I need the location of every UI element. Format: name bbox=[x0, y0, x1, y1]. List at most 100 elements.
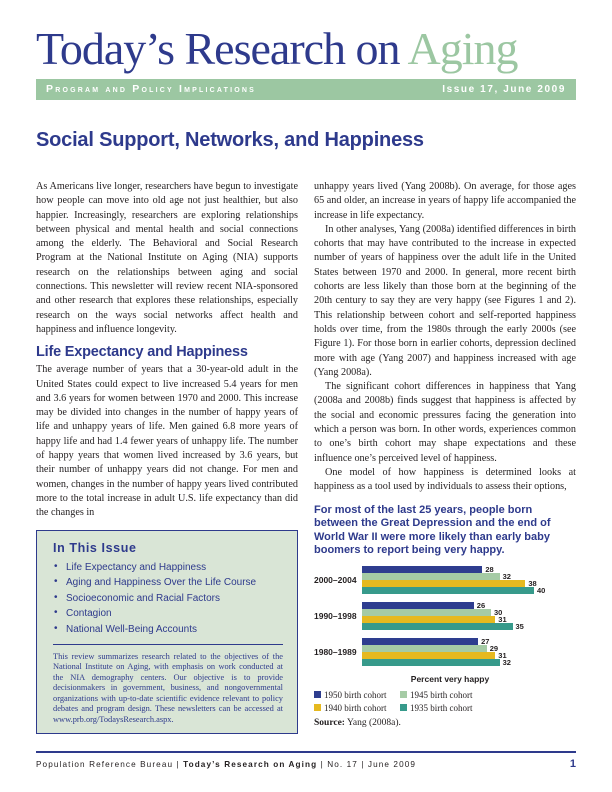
chart-bar-row: 29 bbox=[362, 643, 576, 653]
chart-group: 2000–2004 28 32 38 40 bbox=[314, 564, 576, 595]
body-paragraph: In other analyses, Yang (2008a) identifi… bbox=[314, 223, 576, 378]
issue-box: In This Issue Life Expectancy and Happin… bbox=[36, 529, 298, 735]
article-title: Social Support, Networks, and Happiness bbox=[36, 129, 424, 151]
legend-swatch bbox=[400, 691, 407, 699]
right-column: unhappy years lived (Yang 2008b). On ave… bbox=[314, 180, 576, 728]
legend-swatch bbox=[400, 704, 407, 712]
chart-bar bbox=[362, 608, 491, 616]
legend-label: 1945 birth cohort bbox=[410, 689, 473, 700]
body-paragraph: The average number of years that a 30-ye… bbox=[36, 364, 298, 519]
footer-text-part: | No. 17 | June 2009 bbox=[317, 760, 417, 769]
source-text: Yang (2008a). bbox=[344, 717, 401, 728]
band-issue-date: Issue 17, June 2009 bbox=[442, 83, 566, 95]
footer: Population Reference Bureau | Today’s Re… bbox=[36, 758, 576, 770]
chart-value-label: 30 bbox=[494, 607, 503, 617]
chart-bar bbox=[362, 637, 479, 645]
chart-bar-row: 35 bbox=[362, 621, 576, 631]
chart-bar bbox=[362, 658, 500, 666]
chart-xlabel: Percent very happy bbox=[410, 673, 490, 684]
legend-item: 1950 birth cohort bbox=[314, 690, 400, 700]
legend-label: 1940 birth cohort bbox=[324, 702, 387, 713]
chart-value-label: 40 bbox=[537, 585, 546, 595]
chart-value-label: 29 bbox=[489, 643, 499, 653]
legend-label: 1935 birth cohort bbox=[410, 702, 473, 713]
chart-value-label: 35 bbox=[515, 621, 524, 631]
legend-item: 1945 birth cohort bbox=[400, 690, 576, 700]
issue-list-item: Life Expectancy and Happiness bbox=[53, 561, 283, 573]
chart-bar bbox=[362, 579, 526, 587]
issue-list-item: Aging and Happiness Over the Life Course bbox=[53, 576, 283, 588]
band-tagline: Program and Policy Implications bbox=[46, 83, 257, 96]
masthead-title: Today’s Research on Aging bbox=[36, 24, 576, 74]
footer-rule bbox=[36, 751, 576, 753]
legend-swatch bbox=[314, 704, 321, 712]
chart-groups: 2000–2004 28 32 38 40 1990–1998 26 30 31 35 1980–1… bbox=[314, 564, 576, 667]
chart-bar bbox=[362, 601, 474, 609]
chart-value-label: 31 bbox=[498, 650, 507, 660]
body-paragraph: As Americans live longer, researchers ha… bbox=[36, 181, 298, 335]
chart-bar-row: 32 bbox=[362, 571, 576, 581]
body-paragraph: One model of how happiness is determined… bbox=[314, 466, 576, 493]
chart-group: 1990–1998 26 30 31 35 bbox=[314, 600, 576, 631]
chart-bar-row: 26 bbox=[362, 600, 576, 610]
chart-bar bbox=[362, 644, 487, 652]
chart-bar bbox=[362, 651, 496, 659]
page-number: 1 bbox=[569, 758, 576, 770]
chart-bars: 28 32 38 40 bbox=[362, 564, 576, 595]
left-column: As Americans live longer, researchers ha… bbox=[36, 180, 298, 735]
chart-category-label: 2000–2004 bbox=[314, 574, 357, 585]
masthead-title-main: Today’s Research on bbox=[36, 23, 408, 74]
issue-box-note: This review summarizes research related … bbox=[53, 651, 283, 724]
chart-bars: 26 30 31 35 bbox=[362, 600, 576, 631]
chart-legend: 1950 birth cohort 1945 birth cohort 1940 b… bbox=[314, 690, 576, 713]
chart-bar bbox=[362, 565, 483, 573]
chart-group: 1980–1989 27 29 31 32 bbox=[314, 636, 576, 667]
chart-value-label: 26 bbox=[476, 600, 486, 610]
chart-bar-row: 31 bbox=[362, 614, 576, 624]
chart-bar bbox=[362, 615, 496, 623]
chart-bar-row: 32 bbox=[362, 657, 576, 667]
chart-bar bbox=[362, 622, 513, 630]
issue-list-item: Socioeconomic and Racial Factors bbox=[53, 592, 283, 604]
chart-bar-row: 28 bbox=[362, 564, 576, 574]
legend-item: 1940 birth cohort bbox=[314, 703, 400, 713]
chart-bar-row: 27 bbox=[362, 636, 576, 646]
chart-value-label: 31 bbox=[498, 614, 507, 624]
source-label: Source: bbox=[314, 717, 345, 728]
issue-list-item: National Well-Being Accounts bbox=[53, 623, 283, 635]
chart-bar-row: 31 bbox=[362, 650, 576, 660]
chart-value-label: 32 bbox=[502, 571, 511, 581]
legend-swatch bbox=[314, 691, 321, 699]
chart-bar-row: 30 bbox=[362, 607, 576, 617]
issue-box-divider bbox=[53, 643, 283, 645]
issue-box-heading: In This Issue bbox=[53, 540, 137, 555]
chart-bar-row: 38 bbox=[362, 578, 576, 588]
chart-bar-row: 40 bbox=[362, 585, 576, 595]
chart-value-label: 28 bbox=[485, 564, 494, 574]
footer-text-part: Population Reference Bureau | bbox=[36, 760, 184, 769]
chart-value-label: 32 bbox=[502, 657, 511, 667]
body-paragraph: The significant cohort differences in ha… bbox=[314, 381, 576, 464]
chart-bar bbox=[362, 572, 500, 580]
masthead-title-accent: Aging bbox=[407, 23, 519, 74]
issue-list-item: Contagion bbox=[53, 607, 283, 619]
masthead: Today’s Research on Aging Program and Po… bbox=[36, 24, 576, 100]
chart-category-label: 1980–1989 bbox=[314, 646, 357, 657]
chart-bars: 27 29 31 32 bbox=[362, 636, 576, 667]
footer-text: Population Reference Bureau | Today’s Re… bbox=[36, 760, 416, 769]
chart-value-label: 27 bbox=[481, 636, 490, 646]
chart-category-label: 1990–1998 bbox=[314, 610, 357, 621]
happiness-bar-chart: 2000–2004 28 32 38 40 1990–1998 26 30 31 35 1980–1… bbox=[314, 564, 576, 728]
body-paragraph: unhappy years lived (Yang 2008b). On ave… bbox=[314, 181, 576, 221]
issue-list: Life Expectancy and Happiness Aging and … bbox=[53, 561, 283, 635]
footer-text-bold: Today’s Research on Aging bbox=[183, 760, 318, 769]
chart-value-label: 38 bbox=[528, 578, 537, 588]
legend-label: 1950 birth cohort bbox=[324, 689, 387, 700]
source-note: Source: Yang (2008a). bbox=[314, 718, 576, 728]
section-heading: Life Expectancy and Happiness bbox=[36, 344, 248, 361]
figure-statement: For most of the last 25 years, people bo… bbox=[314, 503, 551, 557]
program-band: Program and Policy Implications Issue 17… bbox=[36, 78, 576, 100]
legend-item: 1935 birth cohort bbox=[400, 703, 576, 713]
chart-bar bbox=[362, 586, 534, 594]
